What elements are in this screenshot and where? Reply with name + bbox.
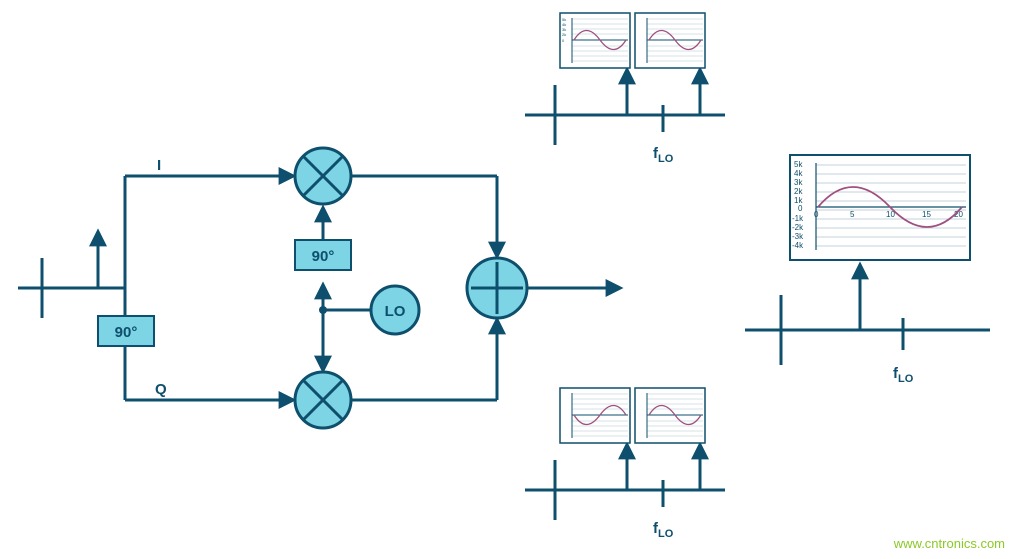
svg-text:3k: 3k — [794, 178, 803, 187]
mini-wave-bottom-left — [560, 388, 630, 443]
label-Q: Q — [155, 381, 167, 398]
svg-text:-2k: -2k — [792, 223, 804, 232]
svg-text:-4k: -4k — [792, 241, 804, 250]
spectrum-output: fLO — [745, 265, 990, 385]
big-wave-output: 5k 4k 3k 2k 1k 0 -1k -2k -3k -4k 0 5 10 … — [790, 155, 970, 260]
input-spectrum — [18, 232, 125, 318]
svg-text:4k: 4k — [794, 169, 803, 178]
svg-text:fLO: fLO — [893, 365, 914, 385]
mini-wave-bottom-right — [635, 388, 705, 443]
svg-text:2k: 2k — [794, 187, 803, 196]
mixer-top — [295, 148, 351, 204]
svg-text:fLO: fLO — [653, 145, 674, 165]
svg-text:90°: 90° — [115, 324, 138, 341]
svg-text:5: 5 — [850, 210, 855, 219]
svg-text:-1k: -1k — [792, 214, 804, 223]
spectrum-top: fLO — [525, 70, 725, 165]
svg-text:-3k: -3k — [792, 232, 804, 241]
watermark: www.cntronics.com — [894, 536, 1005, 551]
mini-wave-top-left: 5k4k 3k2k 0 — [560, 13, 630, 68]
mixer-bottom — [295, 372, 351, 428]
lo-source: LO — [371, 286, 419, 334]
svg-text:0: 0 — [814, 210, 819, 219]
svg-text:90°: 90° — [312, 248, 335, 265]
spectrum-bottom: fLO — [525, 445, 725, 540]
phase-shifter-left: 90° — [98, 316, 154, 346]
svg-text:5k: 5k — [794, 160, 803, 169]
svg-text:2k: 2k — [562, 32, 566, 37]
phase-shifter-lo: 90° — [295, 240, 351, 270]
svg-text:LO: LO — [385, 303, 406, 320]
svg-text:15: 15 — [922, 210, 931, 219]
svg-text:0: 0 — [798, 204, 803, 213]
mini-wave-top-right — [635, 13, 705, 68]
label-I: I — [157, 157, 161, 174]
summer — [467, 258, 527, 318]
svg-text:fLO: fLO — [653, 520, 674, 540]
